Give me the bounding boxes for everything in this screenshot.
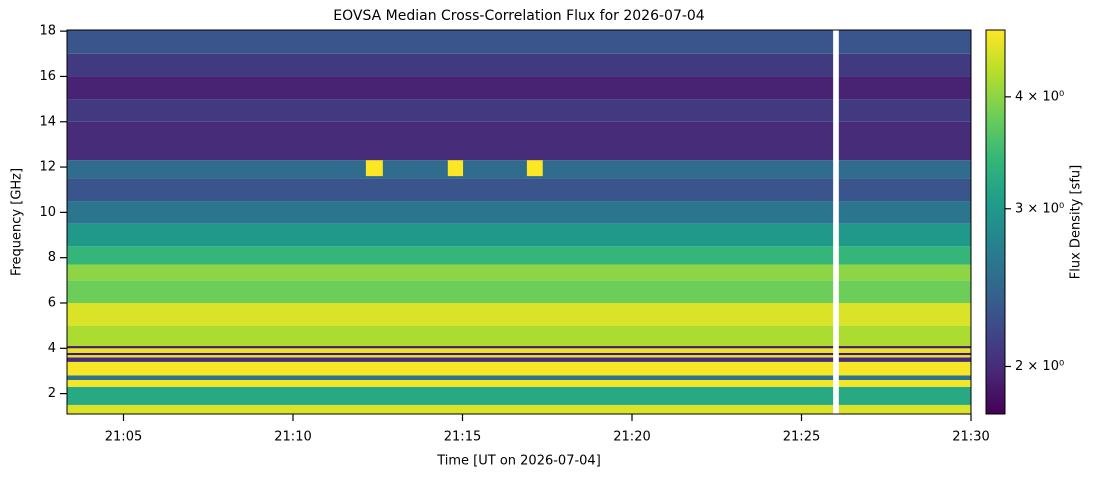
spectral-band [67, 404, 971, 414]
spectral-band [67, 201, 971, 224]
spectral-band [67, 386, 971, 405]
y-axis-label: Frequency [GHz] [10, 168, 25, 276]
x-tick-label: 21:10 [274, 430, 311, 445]
spectral-band [67, 76, 971, 100]
chart-title: EOVSA Median Cross-Correlation Flux for … [333, 8, 705, 24]
colorbar-tick-label: 2 × 10⁰ [1015, 359, 1064, 374]
spectral-band [67, 30, 971, 54]
colorbar [985, 29, 1006, 415]
y-tick-label: 16 [39, 69, 56, 84]
y-tick-label: 8 [48, 250, 56, 265]
spectral-band [67, 302, 971, 326]
spectral-band [67, 121, 971, 161]
spectral-band [67, 246, 971, 265]
burst [447, 160, 464, 177]
colorbar-tick-label: 3 × 10⁰ [1015, 201, 1064, 216]
spectral-band [67, 223, 971, 247]
spectral-band [67, 99, 971, 122]
data-gap [833, 30, 839, 414]
x-tick-label: 21:25 [783, 430, 820, 445]
y-tick-label: 14 [39, 114, 56, 129]
spectral-band [67, 357, 971, 362]
spectral-band [67, 352, 971, 356]
spectral-band [67, 53, 971, 77]
spectral-band [67, 160, 971, 179]
spectral-band [67, 346, 971, 349]
spectral-band [67, 264, 971, 281]
x-tick-label: 21:30 [952, 430, 989, 445]
colorbar-tick-label: 4 × 10⁰ [1015, 89, 1064, 104]
y-tick-label: 4 [48, 341, 56, 356]
y-tick-label: 2 [48, 386, 56, 401]
x-tick-label: 21:20 [613, 430, 650, 445]
x-tick-label: 21:15 [444, 430, 481, 445]
y-tick-label: 12 [39, 160, 56, 175]
spectral-band [67, 178, 971, 202]
spectral-band [67, 380, 971, 387]
x-axis-label: Time [UT on 2026-07-04] [436, 454, 601, 469]
y-tick-label: 10 [39, 205, 56, 220]
plot-frame [66, 29, 972, 415]
burst [526, 160, 543, 177]
colorbar-label: Flux Density [sfu] [1069, 165, 1084, 279]
x-tick-label: 21:05 [105, 430, 142, 445]
spectral-band [67, 348, 971, 353]
spectral-band [67, 325, 971, 347]
burst [365, 160, 383, 177]
spectral-band [67, 375, 971, 381]
spectral-band [67, 280, 971, 303]
y-tick-label: 18 [39, 24, 56, 39]
plot-area [67, 30, 971, 414]
y-tick-label: 6 [48, 295, 56, 310]
spectral-band [67, 355, 971, 358]
spectral-band [67, 361, 971, 376]
